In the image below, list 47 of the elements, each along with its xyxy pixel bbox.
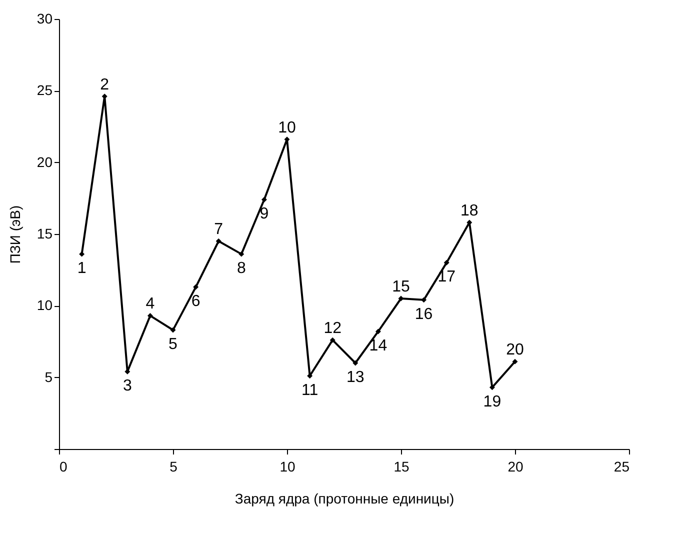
x-tick-label: 15 [394, 458, 410, 474]
annotation: 5 [168, 336, 178, 354]
x-tick-label: 0 [60, 458, 68, 474]
annotation: 13 [346, 369, 364, 386]
point [512, 358, 518, 364]
x-tick-label: 25 [614, 458, 630, 474]
x-tick-label: 10 [280, 458, 296, 474]
annotation: 16 [414, 306, 433, 323]
annotation: 20 [506, 342, 524, 359]
x-tick-label: 20 [508, 458, 524, 474]
annotation: 9 [260, 206, 269, 223]
point [330, 337, 336, 343]
annotation: 1 [77, 260, 86, 278]
annotation: 11 [301, 382, 318, 399]
annotation: 6 [191, 293, 200, 310]
point [170, 327, 176, 333]
y-tick-label: 10 [36, 297, 53, 314]
annotation: 7 [214, 221, 224, 238]
point [421, 297, 427, 303]
y-tick-label: 5 [44, 368, 53, 385]
point [238, 251, 244, 257]
annotation: 4 [146, 296, 155, 313]
x-tick-label: 5 [170, 458, 178, 474]
annotation: 19 [483, 393, 502, 410]
x-axis-title: Заряд ядра (протонные единицы) [234, 490, 454, 506]
y-axis-title: ПЗИ (эВ) [6, 205, 23, 264]
annotation: 8 [236, 260, 246, 278]
point [216, 238, 222, 244]
annotation: 3 [122, 378, 132, 395]
y-tick-label: 25 [36, 82, 53, 98]
y-tick-label: 15 [36, 226, 53, 242]
point [147, 312, 153, 318]
annotation: 15 [392, 278, 410, 296]
point [398, 296, 404, 302]
annotation: 12 [324, 320, 342, 338]
annotation: 14 [369, 337, 388, 354]
annotation: 2 [100, 76, 110, 94]
point [444, 260, 450, 266]
annotation: 10 [278, 119, 296, 136]
point [375, 328, 381, 334]
point [193, 284, 199, 290]
y-tick-label: 30 [36, 10, 53, 26]
point [261, 196, 267, 202]
point [79, 251, 85, 257]
y-tick-label: 20 [36, 154, 53, 170]
annotation: 18 [460, 202, 478, 220]
point [352, 360, 358, 366]
